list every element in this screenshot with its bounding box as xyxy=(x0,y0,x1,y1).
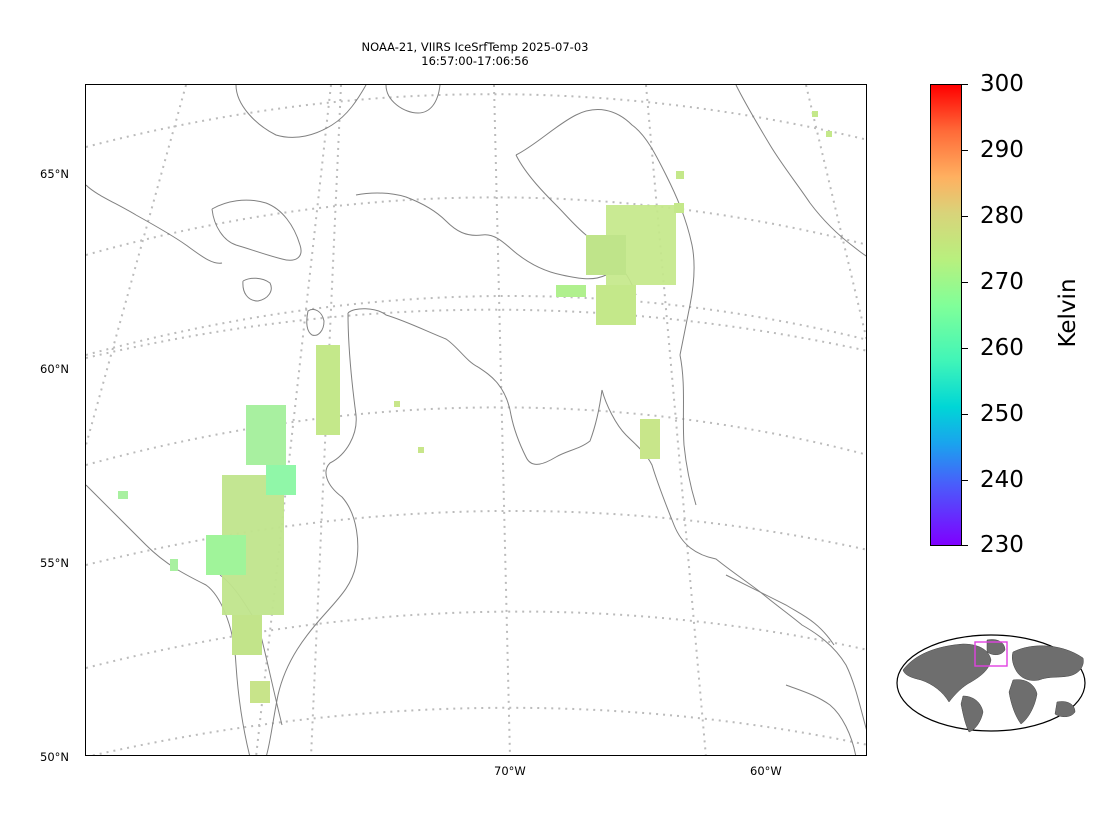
coast-ungava xyxy=(601,389,866,730)
inset-globe-canvas xyxy=(896,634,1086,733)
lat-label-50: 50°N xyxy=(40,750,69,764)
meridian-1 xyxy=(86,85,187,446)
island-belcher xyxy=(306,308,325,336)
colorbar xyxy=(930,84,962,546)
colorbar-label-280: 280 xyxy=(980,203,1024,229)
coast-hudson-strait xyxy=(679,354,697,506)
island-mansel xyxy=(242,277,272,302)
coast-james-bay xyxy=(266,312,359,755)
land-greenland xyxy=(986,639,1006,655)
parallel-55n xyxy=(86,610,866,669)
colorbar-tick-300 xyxy=(962,84,968,85)
colorbar-tick-280 xyxy=(962,216,968,217)
land-eurasia xyxy=(1011,645,1084,681)
coast-newfoundland xyxy=(785,684,857,755)
coastlines xyxy=(86,85,866,755)
data-cluster-ungava xyxy=(394,401,660,459)
coast-melville xyxy=(86,184,223,264)
colorbar-tick-230 xyxy=(962,545,968,546)
lat-label-65: 65°N xyxy=(40,167,69,181)
colorbar-label-270: 270 xyxy=(980,269,1024,295)
parallel-60n xyxy=(86,308,866,359)
colorbar-title: Kelvin xyxy=(1055,278,1081,348)
colorbar-tick-260 xyxy=(962,348,968,349)
parallel-53n xyxy=(90,706,866,755)
coast-baffin-foxe xyxy=(355,192,607,280)
parallel-65n xyxy=(86,196,866,256)
colorbar-label-260: 260 xyxy=(980,335,1024,361)
colorbar-tick-270 xyxy=(962,282,968,283)
coast-north-2 xyxy=(385,85,441,114)
parallel-63n xyxy=(86,295,866,356)
coast-greenland xyxy=(735,85,866,257)
map-title-line2: 16:57:00-17:06:56 xyxy=(421,54,529,68)
coast-quebec-west xyxy=(347,308,603,465)
lat-label-60: 60°N xyxy=(40,362,69,376)
colorbar-tick-290 xyxy=(962,150,968,151)
meridian-6 xyxy=(805,85,866,341)
coast-labrador xyxy=(725,574,835,646)
map-panel[interactable] xyxy=(85,84,867,756)
land-africa xyxy=(1008,679,1038,725)
colorbar-label-240: 240 xyxy=(980,467,1024,493)
map-title: NOAA-21, VIIRS IceSrfTemp 2025-07-03 16:… xyxy=(230,40,720,68)
map-title-line1: NOAA-21, VIIRS IceSrfTemp 2025-07-03 xyxy=(361,40,589,54)
coast-baffin-south xyxy=(515,109,695,356)
land-south-america xyxy=(960,695,984,733)
colorbar-label-290: 290 xyxy=(980,137,1024,163)
inset-highlight-box xyxy=(974,641,1008,667)
parallel-66n xyxy=(86,93,866,148)
colorbar-label-250: 250 xyxy=(980,401,1024,427)
coast-hudson-east xyxy=(86,484,251,755)
data-cluster-baffin xyxy=(556,111,832,325)
globe-land xyxy=(902,639,1084,733)
parallel-57n xyxy=(86,509,866,566)
inset-globe xyxy=(893,632,1089,734)
lon-label-60w: 60°W xyxy=(750,764,782,778)
colorbar-label-300: 300 xyxy=(980,71,1024,97)
map-canvas xyxy=(86,85,866,755)
coast-southampton xyxy=(211,199,302,261)
coast-north-1 xyxy=(235,85,367,138)
graticule xyxy=(86,85,866,755)
meridian-4 xyxy=(493,85,511,755)
meridian-2 xyxy=(255,85,332,755)
lon-label-70w: 70°W xyxy=(494,764,526,778)
colorbar-tick-250 xyxy=(962,414,968,415)
data-points xyxy=(118,111,832,703)
meridian-5 xyxy=(645,85,707,755)
land-north-america xyxy=(902,643,992,703)
lat-label-55: 55°N xyxy=(40,556,69,570)
colorbar-tick-240 xyxy=(962,480,968,481)
land-australia xyxy=(1054,701,1076,717)
colorbar-label-230: 230 xyxy=(980,532,1024,558)
parallel-59n xyxy=(86,406,866,466)
data-cluster-hudson xyxy=(118,345,340,703)
